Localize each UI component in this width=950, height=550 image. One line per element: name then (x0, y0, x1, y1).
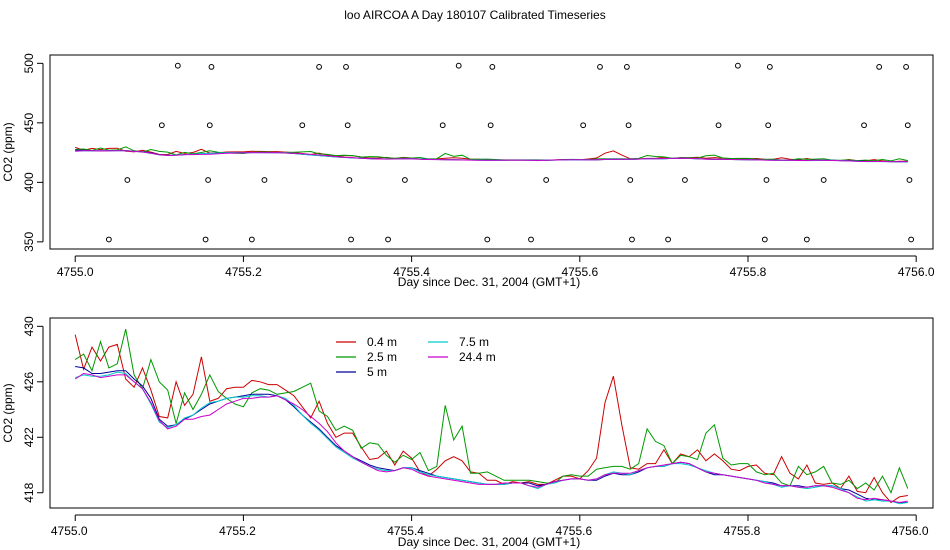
bottom-y-tick-label: 418 (22, 482, 36, 502)
reference-point (761, 236, 768, 243)
bottom-plot-frame (49, 317, 934, 509)
bottom-x-axis: 4755.0 4755.2 4755.4 4755.6 4755.8 4756.0 (51, 514, 929, 538)
top-y-axis-label: CO2 (ppm) (1, 122, 15, 181)
reference-point (439, 122, 446, 129)
reference-point (682, 177, 688, 183)
top-series-line-24-4-m (75, 150, 908, 163)
reference-point (528, 236, 534, 243)
reference-point (486, 177, 492, 183)
bottom-series-line-24-4-m (74, 372, 908, 504)
bottom-series-line-2-5-m (74, 328, 909, 494)
top-panel-scatter: 4755.0 4755.2 4755.4 4755.6 4755.8 4756.0 350… (1, 53, 935, 289)
bottom-y-axis: 418 422 426 430 (22, 316, 44, 503)
bottom-x-tick-label: 4755.6 (555, 524, 592, 538)
reference-point (543, 177, 550, 183)
bottom-x-tick-label: 4755.4 (387, 524, 424, 538)
reference-point (627, 177, 634, 183)
bottom-series-line-5-m (75, 366, 908, 503)
reference-point (623, 64, 630, 70)
legend-label: 7.5 m (459, 335, 489, 349)
legend-label: 0.4 m (367, 335, 397, 349)
reference-point (455, 62, 462, 69)
bottom-y-tick-label: 426 (22, 371, 36, 391)
reference-point (316, 64, 323, 70)
reference-point (344, 122, 351, 129)
reference-point (174, 62, 181, 69)
reference-point (489, 64, 496, 70)
reference-point (487, 122, 494, 129)
top-y-tick-label: 350 (22, 232, 36, 252)
bottom-x-tick-label: 4755.8 (724, 524, 761, 538)
top-x-axis-label: Day since Dec. 31, 2004 (GMT+1) (398, 275, 580, 289)
bottom-x-axis-label: Day since Dec. 31, 2004 (GMT+1) (398, 535, 580, 549)
top-series-lines (75, 146, 908, 163)
legend-label: 5 m (367, 365, 387, 379)
reference-point (299, 122, 306, 129)
reference-point (820, 177, 827, 183)
top-x-axis: 4755.0 4755.2 4755.4 4755.6 4755.8 4756.0 (57, 255, 935, 279)
bottom-y-tick-label: 422 (22, 427, 36, 447)
reference-point (208, 64, 215, 70)
reference-point (629, 236, 635, 243)
top-y-tick-label: 500 (22, 53, 36, 73)
reference-point (248, 236, 255, 243)
reference-point (348, 236, 354, 243)
top-x-tick-label: 4755.6 (561, 265, 598, 279)
reference-point (105, 236, 112, 243)
top-series-line-2-5-m (75, 146, 908, 162)
bottom-x-tick-label: 4756.0 (892, 524, 929, 538)
legend-label: 2.5 m (367, 350, 397, 364)
reference-point (715, 122, 722, 129)
reference-point (763, 177, 770, 183)
reference-point (803, 236, 810, 243)
reference-point (202, 236, 209, 243)
reference-point (903, 64, 909, 70)
reference-point (401, 177, 408, 183)
reference-point (908, 236, 915, 243)
top-reference-points (105, 62, 915, 243)
reference-point (385, 236, 391, 243)
reference-point (158, 122, 165, 129)
top-plot-frame (49, 54, 934, 250)
top-x-tick-label: 4755.4 (393, 265, 430, 279)
top-y-axis: 350 400 450 500 (22, 53, 44, 252)
reference-point (580, 122, 587, 129)
top-y-tick-label: 450 (22, 113, 36, 133)
reference-point (765, 122, 772, 129)
reference-point (906, 177, 913, 183)
reference-point (205, 177, 211, 183)
reference-point (124, 177, 131, 183)
reference-point (665, 236, 671, 243)
reference-point (343, 64, 349, 70)
reference-point (625, 122, 632, 129)
reference-point (734, 62, 741, 69)
reference-point (904, 122, 911, 129)
bottom-y-axis-label: CO2 (ppm) (1, 383, 15, 442)
reference-point (766, 64, 773, 70)
top-x-tick-label: 4756.0 (898, 265, 935, 279)
bottom-y-tick-label: 430 (22, 316, 36, 336)
top-x-tick-label: 4755.8 (730, 265, 767, 279)
top-x-tick-label: 4755.2 (225, 265, 262, 279)
top-x-tick-label: 4755.0 (57, 265, 94, 279)
reference-point (597, 64, 603, 70)
bottom-x-tick-label: 4755.2 (219, 524, 256, 538)
bottom-series-lines (74, 328, 909, 505)
legend: 0.4 m2.5 m5 m 7.5 m24.4 m (336, 335, 496, 379)
reference-point (876, 64, 883, 70)
reference-point (346, 177, 353, 183)
reference-point (206, 122, 213, 129)
reference-point (261, 177, 268, 183)
chart-title: loo AIRCOA A Day 180107 Calibrated Times… (344, 8, 605, 22)
reference-point (861, 122, 867, 129)
legend-label: 24.4 m (459, 350, 496, 364)
bottom-panel-lines: 4755.0 4755.2 4755.4 4755.6 4755.8 4756.0 418… (1, 316, 934, 549)
bottom-x-tick-label: 4755.0 (51, 524, 88, 538)
reference-point (484, 236, 491, 243)
top-y-tick-label: 400 (22, 172, 36, 192)
